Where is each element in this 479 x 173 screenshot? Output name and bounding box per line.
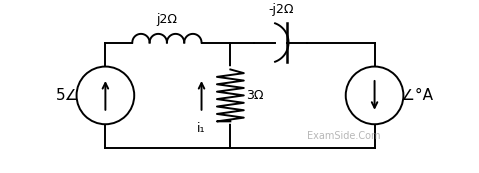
Text: j2Ω: j2Ω	[157, 13, 177, 26]
Text: i₁: i₁	[197, 122, 206, 135]
Text: 10∠°A: 10∠°A	[382, 88, 433, 103]
Circle shape	[346, 67, 403, 124]
Text: ExamSide.Com: ExamSide.Com	[307, 131, 381, 141]
Text: -j2Ω: -j2Ω	[268, 3, 294, 16]
Text: 5∠°A: 5∠°A	[57, 88, 98, 103]
Text: 3Ω: 3Ω	[246, 89, 263, 102]
Circle shape	[77, 67, 134, 124]
